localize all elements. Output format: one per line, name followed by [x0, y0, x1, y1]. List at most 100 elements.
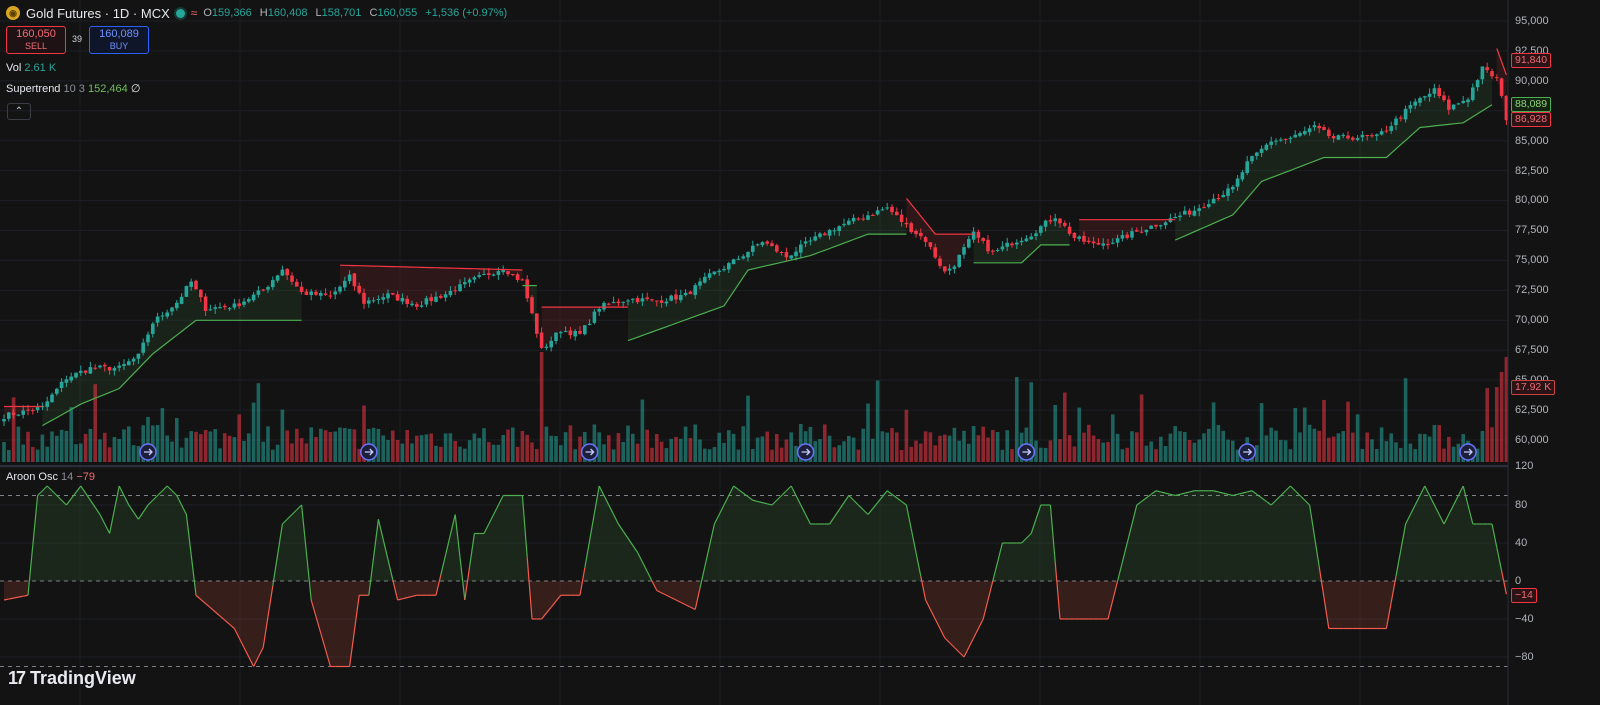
aroon-line-segment	[651, 580, 658, 591]
aroon-line-segment	[1275, 495, 1282, 501]
candle-body	[1293, 134, 1297, 138]
aroon-line-segment	[70, 491, 77, 500]
volume-bar	[842, 441, 846, 462]
aroon-line-segment	[147, 499, 154, 506]
volume-bar	[1427, 436, 1432, 462]
candle-body	[463, 282, 467, 285]
aroon-fill	[1141, 497, 1147, 581]
candle-body	[832, 230, 837, 232]
candle-body	[155, 316, 160, 323]
sell-button[interactable]: 160,050 SELL	[6, 26, 66, 54]
aroon-line-segment	[1175, 493, 1181, 497]
collapse-legend-button[interactable]: ⌃	[7, 103, 31, 120]
aroon-line-segment	[776, 495, 783, 501]
candle-body	[583, 325, 587, 335]
market-open-icon	[175, 8, 185, 18]
aroon-fill	[1472, 524, 1478, 581]
volume-bar	[525, 434, 529, 462]
aroon-line-segment	[997, 542, 1003, 563]
candle-body	[1264, 144, 1269, 150]
volume-bar	[299, 438, 304, 462]
volume-bar	[218, 448, 222, 462]
volume-bar	[1072, 446, 1077, 462]
candle-body	[223, 305, 227, 308]
candle-body	[789, 255, 793, 259]
aroon-fill	[1252, 490, 1257, 581]
aroon-fill	[1247, 490, 1252, 581]
candle-body	[818, 233, 822, 237]
supertrend-legend[interactable]: Supertrend 10 3 152,464 ∅	[6, 82, 140, 95]
candle-body	[319, 293, 323, 296]
symbol-title[interactable]: Gold Futures · 1D · MCX	[26, 5, 170, 21]
aroon-line-segment	[1223, 492, 1229, 495]
aroon-fill	[1477, 524, 1483, 581]
volume-bar	[1264, 435, 1269, 462]
aroon-line-segment	[13, 596, 19, 599]
price-tick: 77,500	[1515, 224, 1549, 236]
ohlc-high-label: H	[259, 7, 268, 19]
volume-bar	[458, 446, 462, 462]
candle-body	[103, 364, 107, 367]
candle-body	[175, 302, 179, 309]
aroon-fill	[786, 486, 792, 581]
volume-bar	[746, 395, 750, 462]
aroon-line-segment	[886, 490, 893, 495]
aroon-fill	[445, 534, 451, 581]
volume-bar	[405, 429, 409, 462]
aroon-param: 14	[61, 471, 74, 483]
supertrend-line	[1174, 104, 1493, 241]
candle-body	[1504, 95, 1509, 121]
aroon-line-segment	[838, 502, 845, 511]
volume-bar	[79, 443, 83, 462]
aroon-fill	[1103, 581, 1108, 619]
candle-body	[405, 298, 409, 304]
aroon-fill	[935, 581, 940, 629]
aroon-fill	[1213, 490, 1219, 581]
tradingview-logo[interactable]: 17 TradingView	[8, 668, 136, 689]
aroon-fill	[1088, 581, 1094, 619]
aroon-line-segment	[488, 514, 495, 525]
candle-body	[559, 332, 563, 334]
candle-body	[83, 370, 88, 373]
aroon-fill	[311, 581, 316, 617]
aroon-legend[interactable]: Aroon Osc 14 −79	[6, 471, 95, 483]
candle-body	[1144, 229, 1149, 233]
candle-body	[1456, 103, 1461, 105]
aroon-line-segment	[104, 523, 111, 534]
volume-name: Vol	[6, 62, 22, 74]
aroon-line-segment	[41, 485, 48, 492]
aroon-fill	[128, 505, 134, 581]
candle-body	[1048, 220, 1053, 222]
volume-bar	[1379, 427, 1384, 462]
volume-bar	[640, 399, 645, 462]
volume-bar	[1355, 414, 1360, 462]
volume-bar	[232, 437, 237, 462]
volume-bar	[194, 431, 198, 462]
candle-body	[1029, 236, 1033, 240]
aroon-line-segment	[1491, 523, 1498, 548]
candle-body	[674, 294, 678, 300]
candle-body	[1015, 242, 1019, 245]
aroon-line-segment	[1030, 519, 1037, 534]
aroon-fill	[743, 493, 748, 581]
buy-button[interactable]: 160,089 BUY	[89, 26, 149, 54]
candle-body	[981, 238, 985, 241]
candle-body	[1327, 129, 1331, 136]
aroon-line-segment	[1155, 490, 1161, 493]
aroon-line-segment	[1189, 490, 1195, 493]
aroon-fill	[474, 533, 480, 581]
aroon-fill	[1045, 505, 1051, 581]
symbol-header[interactable]: ◉ Gold Futures · 1D · MCX ≈ O159,366 H16…	[6, 4, 512, 22]
aroon-line-segment	[257, 647, 264, 658]
aroon-line-segment	[1289, 485, 1296, 492]
aroon-fill	[1012, 543, 1017, 581]
aroon-line-segment	[1213, 490, 1219, 493]
candle-body	[1226, 188, 1230, 196]
candle-body	[952, 266, 957, 269]
volume-legend[interactable]: Vol 2.61 K	[6, 62, 56, 74]
volume-bar	[923, 431, 928, 462]
aroon-fill	[464, 566, 470, 600]
aroon-line-segment	[1035, 504, 1042, 520]
candle-body	[784, 252, 789, 258]
